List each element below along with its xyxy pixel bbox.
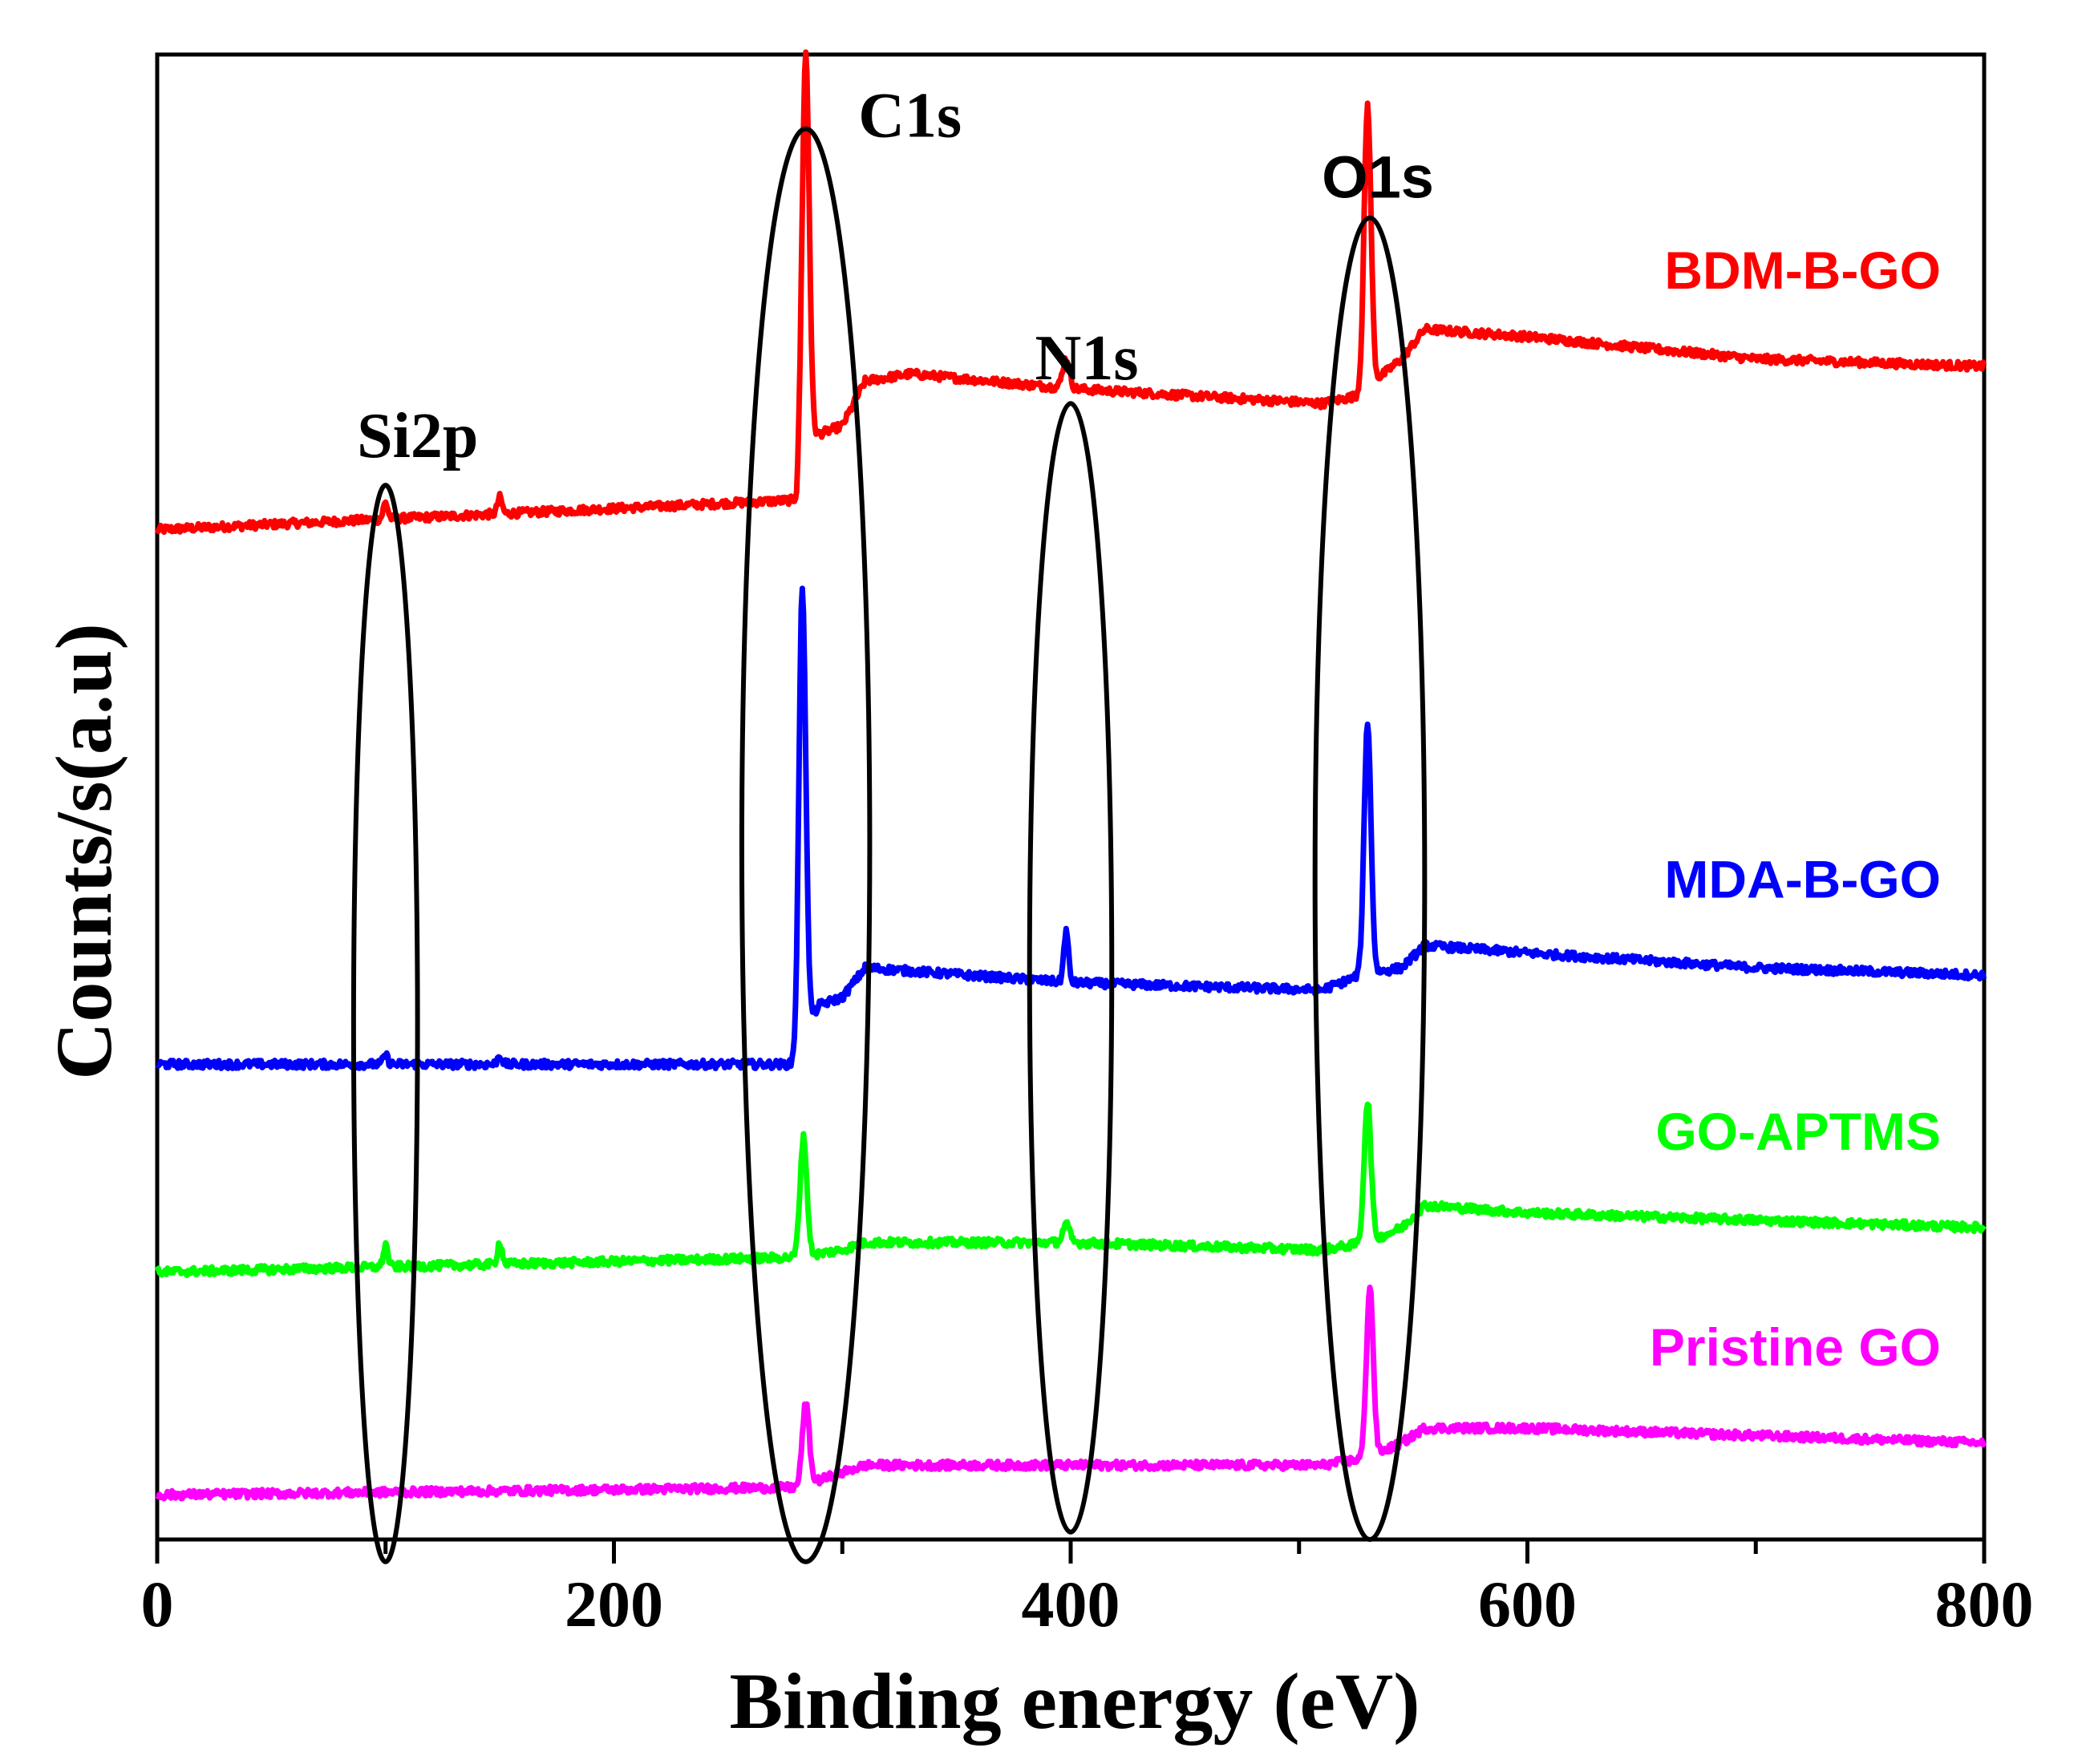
series-group — [154, 49, 1987, 1502]
legend-group: BDM-B-GO MDA-B-GO GO-APTMS Pristine GO — [1650, 241, 1941, 1377]
y-axis-title: Counts/s(a.u) — [39, 623, 128, 1080]
x-axis-ticks: 0 200 400 600 800 — [141, 1539, 2034, 1641]
peak-label-n1s: N1s — [1035, 323, 1139, 394]
peak-ellipse-c1s — [739, 126, 873, 1564]
x-tick-label: 800 — [1935, 1568, 2034, 1641]
series-line-0 — [154, 49, 1987, 536]
x-axis-title: Binding energy (eV) — [729, 1657, 1420, 1746]
x-tick-label: 200 — [565, 1568, 663, 1641]
legend-label-0: BDM-B-GO — [1664, 241, 1941, 300]
series-line-1 — [155, 585, 1987, 1071]
legend-label-2: GO-APTMS — [1655, 1102, 1941, 1161]
x-tick-label: 0 — [141, 1568, 174, 1641]
peak-label-c1s: C1s — [858, 81, 962, 152]
series-line-2 — [154, 1101, 1987, 1278]
x-tick-label: 600 — [1478, 1568, 1577, 1641]
peak-label-si2p: Si2p — [357, 401, 478, 471]
peak-ellipse-n1s — [1027, 401, 1115, 1535]
peak-ellipse-si2p — [350, 483, 420, 1564]
annotation-group: Si2p C1s N1s O1s — [350, 81, 1434, 1564]
series-line-3 — [155, 1285, 1987, 1502]
x-tick-label: 400 — [1022, 1568, 1120, 1641]
legend-label-3: Pristine GO — [1650, 1317, 1941, 1377]
legend-label-1: MDA-B-GO — [1664, 849, 1941, 908]
peak-label-o1s: O1s — [1322, 144, 1434, 211]
peak-ellipse-o1s — [1312, 215, 1428, 1542]
